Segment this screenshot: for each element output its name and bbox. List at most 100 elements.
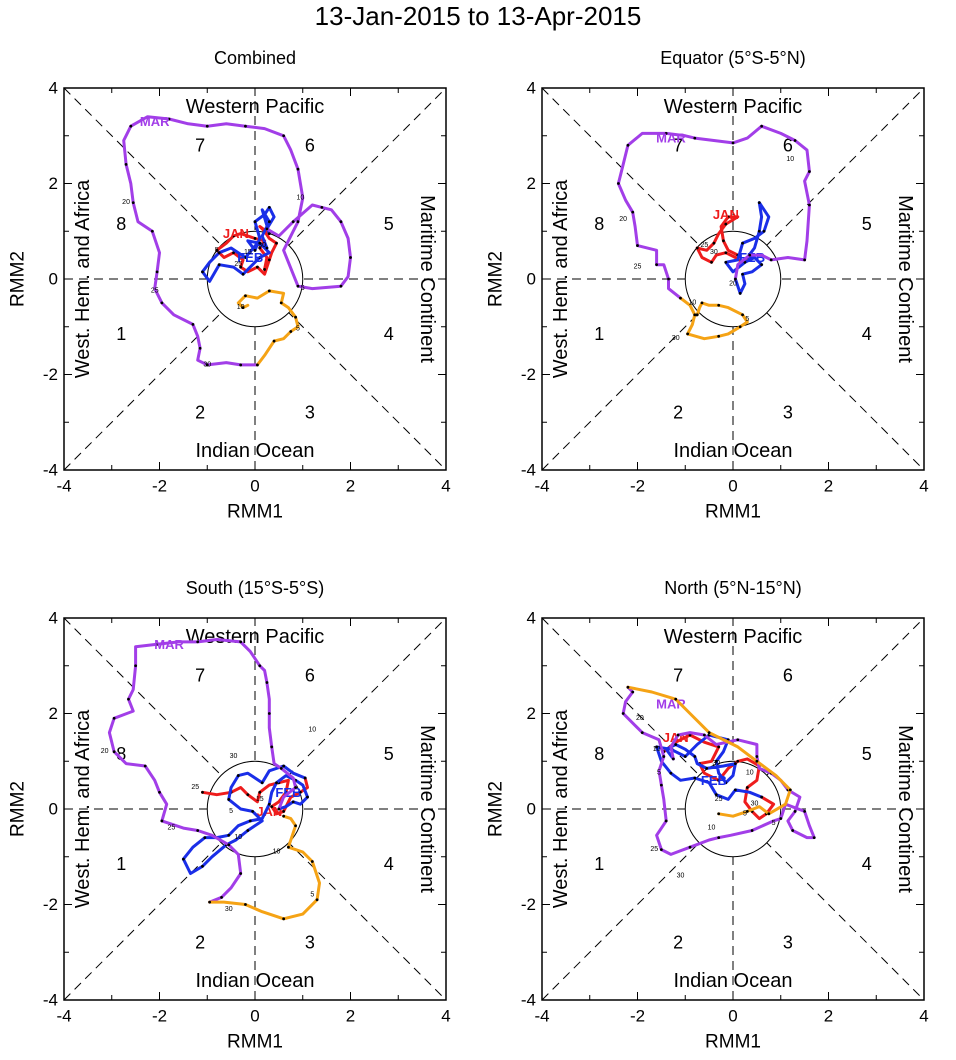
day-label: 10 xyxy=(296,194,304,201)
day-marker xyxy=(741,272,744,276)
y-tick-label: 0 xyxy=(527,270,536,289)
day-marker xyxy=(279,301,283,305)
day-marker xyxy=(246,793,250,797)
day-marker xyxy=(631,210,635,214)
day-marker xyxy=(201,864,204,868)
day-marker xyxy=(731,141,735,145)
day-marker xyxy=(267,802,271,806)
phase-label-5: 5 xyxy=(384,744,394,764)
day-marker xyxy=(215,248,219,252)
trajectory-feb xyxy=(724,201,771,295)
phase-label-2: 2 xyxy=(673,933,683,953)
day-label: 5 xyxy=(215,247,219,254)
day-marker xyxy=(277,807,281,811)
day-label: 25 xyxy=(234,261,242,268)
day-label: 30 xyxy=(751,801,759,808)
x-tick-label: 0 xyxy=(250,477,259,496)
y-tick-label: 2 xyxy=(527,704,536,723)
y-tick-label: -2 xyxy=(521,365,536,384)
day-label: 25 xyxy=(168,825,176,832)
phase-label-2: 2 xyxy=(195,933,205,953)
day-marker xyxy=(134,664,138,668)
trajectory-apr xyxy=(236,289,300,367)
phase-label-5: 5 xyxy=(862,214,872,234)
day-marker xyxy=(636,244,639,247)
region-label-right: Maritime Continent xyxy=(416,195,438,363)
day-marker xyxy=(155,270,159,274)
phase-label-8: 8 xyxy=(594,744,604,764)
x-tick-label: 2 xyxy=(824,477,833,496)
day-label: 10 xyxy=(237,304,245,311)
x-tick-label: 4 xyxy=(441,477,450,496)
day-marker xyxy=(310,860,314,863)
day-marker xyxy=(282,764,286,768)
day-marker xyxy=(791,829,795,832)
trajectory-mar xyxy=(107,638,298,904)
y-tick-label: -2 xyxy=(43,365,58,384)
day-marker xyxy=(291,800,295,804)
x-tick-label: 0 xyxy=(728,477,737,496)
y-tick-label: 2 xyxy=(49,174,58,193)
day-marker xyxy=(745,786,749,789)
phase-label-7: 7 xyxy=(673,665,683,685)
day-marker xyxy=(260,781,264,785)
trajectory-jan xyxy=(695,215,749,264)
day-marker xyxy=(258,246,262,250)
day-marker xyxy=(748,253,752,257)
day-label: 10 xyxy=(746,770,754,777)
y-tick-label: 0 xyxy=(49,270,58,289)
trajectory-mar xyxy=(616,124,811,300)
day-marker xyxy=(267,289,271,293)
day-marker xyxy=(655,263,658,267)
day-marker xyxy=(201,790,204,794)
y-tick-label: -4 xyxy=(521,991,536,1010)
day-marker xyxy=(693,136,697,140)
day-marker xyxy=(191,322,195,326)
month-label-jan: JAN xyxy=(713,207,739,222)
day-marker xyxy=(674,697,678,701)
day-marker xyxy=(621,712,625,715)
phase-label-2: 2 xyxy=(673,403,683,423)
day-marker xyxy=(232,234,235,238)
month-label-feb: FEB xyxy=(237,250,263,265)
region-label-bottom: Indian Ocean xyxy=(196,970,315,992)
phase-label-3: 3 xyxy=(305,933,315,953)
day-marker xyxy=(267,712,271,715)
day-marker xyxy=(246,829,250,832)
day-marker xyxy=(196,829,200,832)
x-tick-label: -2 xyxy=(152,1007,167,1026)
day-marker xyxy=(205,363,209,367)
y-tick-label: 2 xyxy=(49,704,58,723)
phase-label-6: 6 xyxy=(783,665,793,685)
day-label: 25 xyxy=(650,846,658,853)
x-axis-title: RMM1 xyxy=(227,502,283,523)
day-marker xyxy=(793,139,797,142)
x-tick-label: 4 xyxy=(441,1007,450,1026)
day-label: 30 xyxy=(230,753,238,760)
day-marker xyxy=(258,664,262,668)
day-marker xyxy=(270,745,274,749)
phase-label-4: 4 xyxy=(862,854,872,874)
day-marker xyxy=(717,836,721,840)
day-marker xyxy=(788,788,792,792)
day-marker xyxy=(208,900,212,904)
day-marker xyxy=(707,731,711,734)
phase-label-5: 5 xyxy=(862,744,872,764)
day-marker xyxy=(203,836,207,840)
region-label-left: West. Hem. and Africa xyxy=(550,709,572,908)
phase-label-4: 4 xyxy=(384,854,394,874)
day-marker xyxy=(198,346,202,350)
day-label: 25 xyxy=(634,264,642,271)
day-marker xyxy=(693,755,697,758)
day-marker xyxy=(741,241,744,245)
day-marker xyxy=(267,205,271,209)
y-axis-title: RMM2 xyxy=(8,781,29,837)
phase-label-1: 1 xyxy=(594,854,604,874)
trajectory-mar xyxy=(621,685,816,856)
day-label: 10 xyxy=(708,825,716,832)
day-marker xyxy=(722,239,725,243)
day-marker xyxy=(220,895,223,899)
phase-label-8: 8 xyxy=(116,214,126,234)
x-tick-label: 4 xyxy=(919,477,928,496)
y-tick-label: -2 xyxy=(43,895,58,914)
